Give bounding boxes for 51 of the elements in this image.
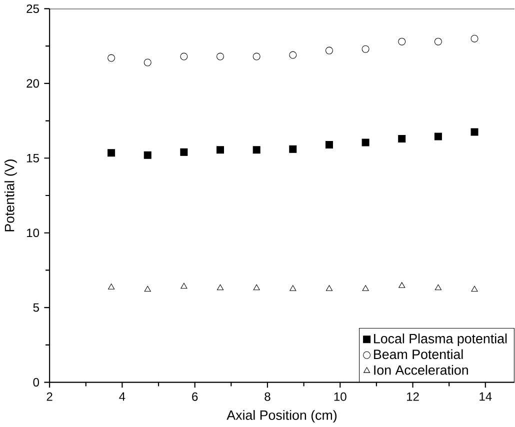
- point: [289, 51, 297, 59]
- point: [434, 132, 442, 140]
- legend-label: Ion Acceleration: [374, 364, 468, 375]
- point: [289, 145, 297, 153]
- point: [253, 284, 260, 290]
- y-tick-label: 0: [33, 378, 40, 387]
- point: [252, 146, 260, 154]
- point: [325, 46, 333, 54]
- point: [434, 38, 442, 46]
- x-tick-label: 8: [264, 392, 270, 401]
- x-tick-label: 4: [119, 392, 126, 401]
- point: [470, 34, 478, 42]
- point: [471, 286, 478, 292]
- point: [290, 285, 296, 291]
- point: [326, 285, 333, 291]
- point: [362, 45, 370, 53]
- point: [180, 52, 188, 60]
- point: [362, 285, 369, 291]
- y-tick-label: 5: [33, 303, 39, 312]
- point: [108, 149, 116, 157]
- point: [108, 284, 115, 290]
- point: [108, 54, 116, 62]
- point: [144, 58, 152, 66]
- x-tick-label: 10: [334, 392, 346, 401]
- point: [434, 284, 442, 290]
- legend-label: Beam Potential: [374, 349, 463, 360]
- x-tick-label: 14: [480, 392, 492, 401]
- point: [144, 151, 152, 159]
- point: [216, 146, 224, 154]
- x-tick-label: 6: [192, 392, 198, 401]
- y-tick-label: 25: [26, 4, 39, 13]
- point: [180, 282, 188, 289]
- point: [398, 134, 406, 142]
- x-tick-label: 2: [46, 392, 52, 401]
- x-tick-label: 12: [407, 392, 419, 401]
- point: [144, 286, 151, 292]
- point: [252, 52, 260, 60]
- point: [180, 148, 188, 156]
- point: [398, 38, 406, 46]
- legend-label: Local Plasma potential: [374, 334, 507, 346]
- y-axis-title: Potential (V): [4, 160, 17, 232]
- point: [216, 52, 224, 60]
- point: [398, 282, 406, 288]
- point: [325, 140, 333, 148]
- point: [470, 128, 478, 136]
- y-tick-label: 10: [27, 228, 40, 238]
- point: [362, 138, 370, 146]
- point: [216, 284, 224, 290]
- y-tick-label: 15: [27, 154, 39, 162]
- y-tick-label: 20: [26, 79, 40, 88]
- x-axis-title: Axial Position (cm): [226, 410, 337, 423]
